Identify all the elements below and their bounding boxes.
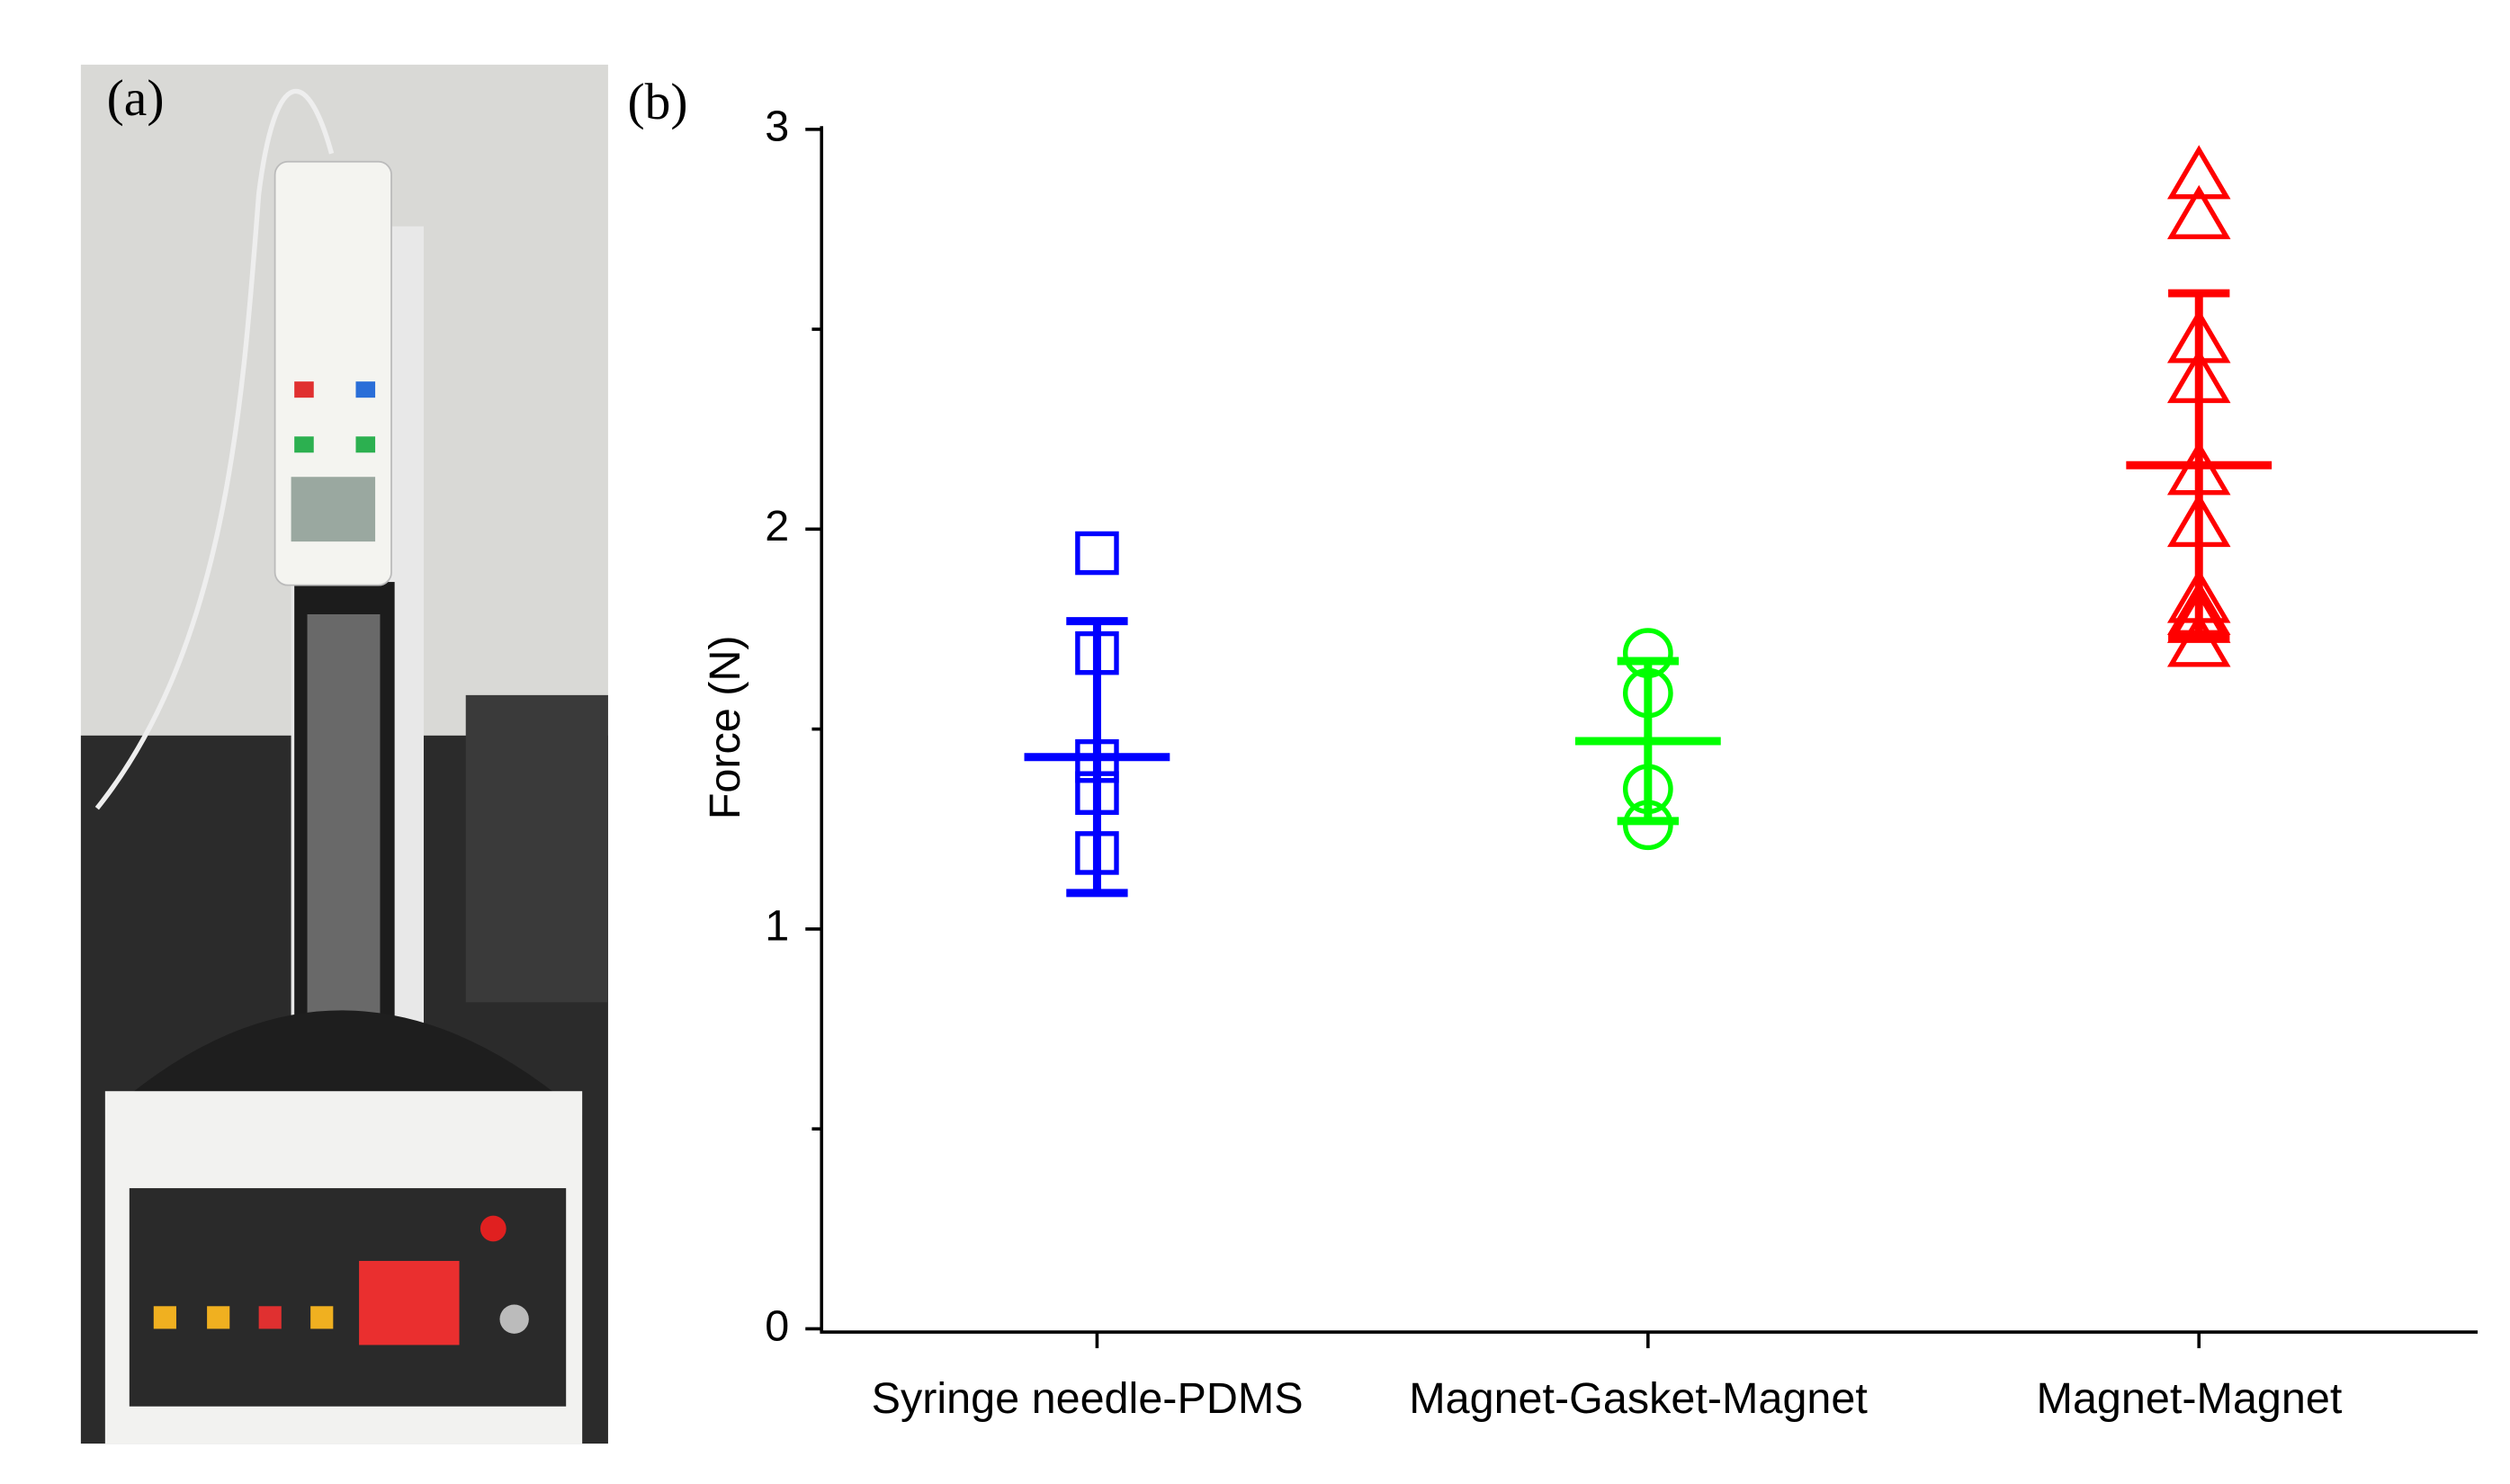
data-point <box>2166 145 2231 200</box>
y-axis-label: Force (N) <box>701 635 749 819</box>
panel-label: (a) <box>107 70 165 127</box>
data-point <box>1075 531 1119 576</box>
panel-label: (b) <box>627 74 687 130</box>
photo: (a) <box>80 64 608 1444</box>
data-point <box>2166 184 2231 239</box>
x-tick-label: Syringe needle-PDMS <box>872 1374 1304 1423</box>
y-tick-label: 3 <box>765 103 789 151</box>
x-tick-label: Magnet-Gasket-Magnet <box>1409 1374 1868 1423</box>
y-tick-label: 0 <box>765 1301 789 1350</box>
x-tick-label: Magnet-Magnet <box>2037 1374 2343 1423</box>
y-tick-label: 2 <box>765 502 789 550</box>
y-tick-label: 1 <box>765 902 789 951</box>
